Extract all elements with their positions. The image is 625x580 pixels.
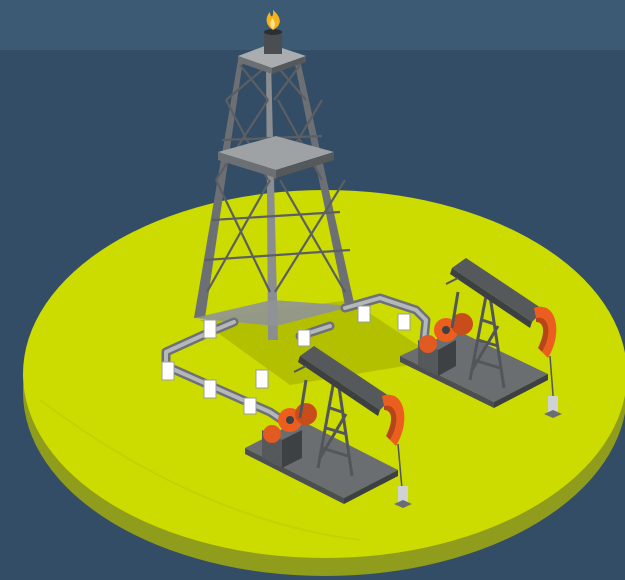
flare-stack (264, 32, 282, 54)
gas-flare-icon (267, 10, 280, 30)
